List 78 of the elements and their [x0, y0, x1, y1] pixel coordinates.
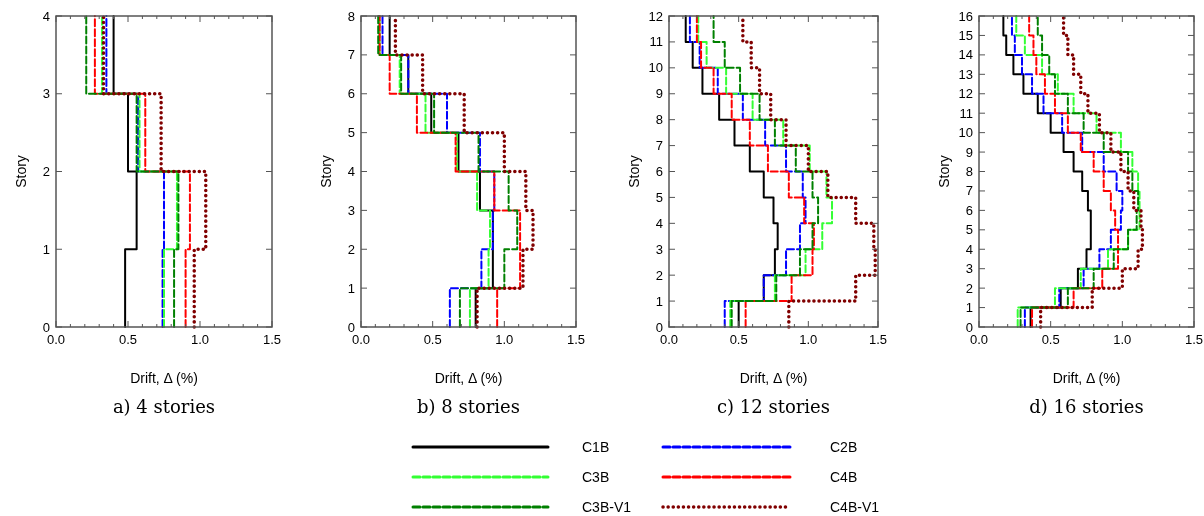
y-tick-label: 16: [958, 8, 973, 24]
y-tick-label: 6: [965, 202, 973, 218]
y-tick-label: 2: [655, 267, 663, 283]
text: b) 8 stories: [417, 396, 520, 417]
y-tick-label: 0: [655, 319, 663, 335]
y-tick-label: 4: [347, 164, 355, 179]
text: C4B-V1: [830, 499, 880, 515]
y-tick-label: 1: [42, 241, 50, 257]
x-tick-label: 0.5: [423, 332, 442, 347]
y-tick-label: 9: [655, 86, 663, 102]
y-tick-label: 12: [958, 86, 973, 102]
y-tick-label: 4: [42, 8, 50, 24]
x-tick-label: 1.5: [566, 332, 586, 347]
text: C3B-V1: [582, 499, 632, 515]
x-tick-label: 1.5: [1184, 332, 1204, 347]
x-tick-label: 0.0: [46, 332, 66, 347]
x-tick-label: 1.5: [262, 332, 282, 347]
y-tick-label: 5: [347, 125, 355, 141]
y-tick-label: 12: [648, 8, 663, 24]
text: d) 16 stories: [1029, 396, 1144, 417]
y-axis-title: Story: [936, 155, 952, 188]
text: a) 4 stories: [112, 396, 216, 417]
y-tick-label: 8: [655, 112, 663, 128]
x-axis-title: Drift, Δ (%): [434, 370, 503, 386]
x-tick-label: 1.0: [190, 332, 210, 347]
y-tick-label: 11: [959, 105, 973, 121]
y-axis-title: Story: [318, 155, 334, 188]
y-tick-label: 7: [965, 183, 973, 199]
x-tick-label: 1.0: [799, 332, 818, 347]
y-tick-label: 15: [958, 27, 973, 43]
y-axis-title: Story: [13, 155, 29, 188]
x-tick-label: 1.5: [868, 332, 888, 347]
x-axis-title: Drift, Δ (%): [739, 370, 808, 386]
y-tick-label: 13: [958, 66, 973, 82]
x-tick-label: 0.0: [659, 332, 679, 347]
y-tick-label: 11: [649, 34, 663, 50]
y-tick-label: 2: [347, 241, 355, 257]
y-axis-title: Story: [626, 155, 642, 188]
y-tick-label: 14: [958, 47, 973, 63]
y-tick-label: 7: [347, 47, 355, 63]
y-tick-label: 3: [655, 241, 663, 257]
y-tick-label: 10: [958, 125, 973, 141]
y-tick-label: 4: [965, 241, 973, 257]
y-tick-label: 8: [347, 8, 355, 24]
y-tick-label: 3: [347, 202, 355, 218]
y-tick-label: 7: [655, 138, 663, 154]
x-tick-label: 0.5: [729, 332, 748, 347]
x-axis-title: Drift, Δ (%): [130, 370, 198, 386]
y-tick-label: 10: [648, 60, 663, 76]
y-tick-label: 6: [655, 164, 663, 179]
x-tick-label: 0.5: [118, 332, 138, 347]
y-tick-label: 3: [42, 86, 50, 102]
text: C4B: [830, 469, 858, 485]
y-tick-label: 0: [965, 319, 973, 335]
y-tick-label: 1: [347, 280, 355, 296]
text: C2B: [830, 439, 858, 455]
y-tick-label: 9: [965, 144, 973, 160]
y-tick-label: 8: [965, 164, 973, 179]
y-tick-label: 1: [965, 300, 973, 316]
x-tick-label: 0.5: [1041, 332, 1060, 347]
y-tick-label: 5: [655, 189, 663, 205]
y-tick-label: 2: [42, 164, 50, 179]
y-tick-label: 0: [42, 319, 50, 335]
x-tick-label: 1.0: [1113, 332, 1132, 347]
y-tick-label: 2: [965, 280, 973, 296]
x-axis-title: Drift, Δ (%): [1052, 370, 1121, 386]
y-tick-label: 6: [347, 86, 355, 102]
x-tick-label: 0.0: [969, 332, 989, 347]
x-tick-label: 0.0: [351, 332, 371, 347]
y-tick-label: 3: [965, 261, 973, 277]
x-tick-label: 1.0: [495, 332, 514, 347]
y-tick-label: 1: [655, 293, 663, 309]
y-tick-label: 4: [655, 215, 663, 231]
y-tick-label: 0: [347, 319, 355, 335]
text: C3B: [582, 469, 610, 485]
text: c) 12 stories: [716, 396, 831, 417]
y-tick-label: 5: [965, 222, 973, 238]
text: C1B: [582, 439, 610, 455]
